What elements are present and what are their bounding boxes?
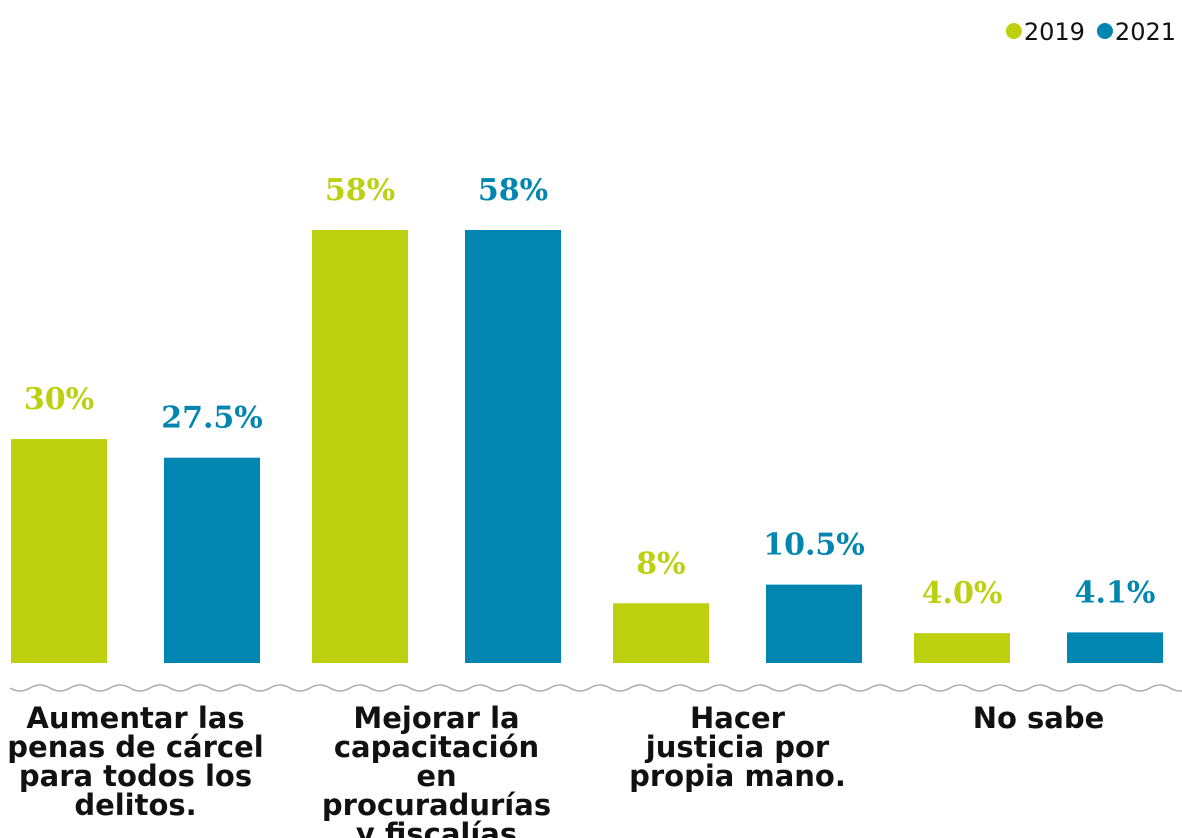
legend-marker [1005, 23, 1022, 39]
value-label: 4.0% [922, 576, 1003, 611]
legend-label: 2019 [1024, 18, 1085, 46]
baseline-wave [9, 684, 1182, 692]
x-tick-label: Aumentar las penas de cárcel para todos … [7, 701, 264, 822]
value-label: 58% [325, 173, 395, 208]
x-tick-label: No sabe [972, 701, 1105, 735]
x-tick-label: Mejorar la capacitación en procuradurías… [321, 701, 552, 838]
value-label: 30% [24, 382, 94, 417]
bar [766, 584, 862, 663]
value-label: 8% [636, 546, 685, 581]
bar [465, 230, 561, 663]
bar [11, 439, 107, 663]
x-tick-label: Hacer justicia por propia mano. [629, 701, 846, 793]
bar [312, 230, 408, 663]
bar [914, 633, 1010, 663]
bar [613, 603, 709, 663]
bar [164, 457, 260, 663]
value-label: 27.5% [161, 401, 263, 436]
value-label: 58% [478, 173, 548, 208]
bar [1067, 632, 1163, 663]
value-label: 10.5% [763, 528, 865, 563]
legend-label: 2021 [1115, 18, 1176, 46]
value-label: 4.1% [1075, 575, 1156, 610]
legend-marker [1096, 23, 1113, 39]
